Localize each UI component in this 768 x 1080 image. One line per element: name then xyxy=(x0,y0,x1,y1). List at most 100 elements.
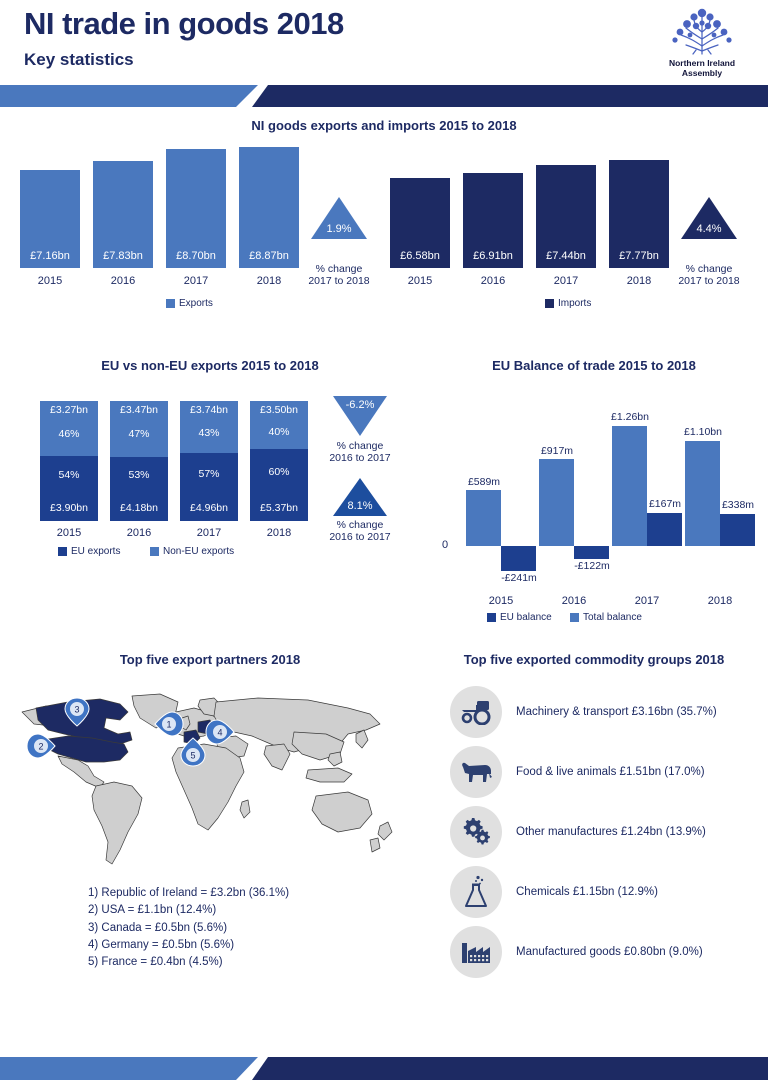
region-india xyxy=(263,743,291,771)
svg-text:1: 1 xyxy=(166,720,171,730)
caption-line-2: 2017 to 2018 xyxy=(678,274,740,287)
flask-icon xyxy=(450,866,502,918)
caption-line-1: % change xyxy=(336,519,384,531)
map-section: Top five export partners 2018 xyxy=(0,652,420,667)
seg-eu-2018: 60% £5.37bn xyxy=(250,449,308,521)
page-footer xyxy=(0,1057,768,1080)
logo-line-2: Assembly xyxy=(681,67,723,78)
gears-glyph xyxy=(463,818,490,845)
tractor-glyph xyxy=(461,701,491,725)
factory-glyph xyxy=(462,943,490,963)
svg-text:2: 2 xyxy=(38,742,43,752)
chart-3-title: EU Balance of trade 2015 to 2018 xyxy=(492,358,696,373)
list-item: 2) USA = £1.1bn (12.4%) xyxy=(88,904,217,917)
seg-amount: £5.37bn xyxy=(260,502,298,514)
seg-amount: £4.18bn xyxy=(120,502,158,514)
imports-change-value: 4.4% xyxy=(696,223,722,235)
seg-noneu-2016: £3.47bn 47% xyxy=(110,401,168,457)
val-total-2018: £1.10bn xyxy=(684,426,722,438)
svg-text:3: 3 xyxy=(74,705,79,715)
region-indonesia xyxy=(305,767,353,783)
seg-eu-2015: 54% £3.90bn xyxy=(40,456,98,521)
page-header: NI trade in goods 2018 Key statistics xyxy=(0,0,768,92)
flask-glyph xyxy=(465,875,487,907)
legend-label-total-balance: Total balance xyxy=(583,612,642,623)
chart-2-title: EU vs non-EU exports 2015 to 2018 xyxy=(101,358,319,373)
seg-eu-2017: 57% £4.96bn xyxy=(180,453,238,521)
world-map: 1 2 3 4 5 xyxy=(8,690,408,875)
list-item: 5) France = £0.4bn (4.5%) xyxy=(88,956,223,968)
eu-change-triangle-up xyxy=(333,478,387,516)
legend-swatch-noneu-exports xyxy=(150,547,159,556)
caption-line-1: % change xyxy=(685,262,733,275)
bar-value-label: £6.58bn xyxy=(400,250,440,262)
eu-change-triangle-down xyxy=(333,396,387,436)
legend-eu-exports: EU exports xyxy=(58,546,120,557)
eu-change-down-caption: % change 2016 to 2017 xyxy=(318,440,402,464)
bar-total-2017 xyxy=(612,426,647,546)
legend-swatch-eu-balance xyxy=(487,613,496,622)
seg-percent: 47% xyxy=(128,428,150,440)
cat-imports-2015: 2015 xyxy=(407,275,433,287)
caption-line-1: % change xyxy=(336,440,384,452)
band-right-navy xyxy=(252,85,768,107)
list-item: 4) Germany = £0.5bn (5.6%) xyxy=(88,938,235,951)
map-pin-5: 5 xyxy=(180,737,206,767)
chart-eu-vs-noneu: EU vs non-EU exports 2015 to 2018 xyxy=(0,358,420,373)
commodity-row: Chemicals £1.15bn (12.9%) xyxy=(450,866,760,918)
map-pin-1: 1 xyxy=(154,711,184,737)
cat-stack-2015: 2015 xyxy=(56,527,82,539)
chart-1-title: NI goods exports and imports 2015 to 201… xyxy=(251,118,517,133)
val-total-2017: £1.26bn xyxy=(611,411,649,423)
cat-balance-2015: 2015 xyxy=(488,595,514,607)
legend-swatch-imports xyxy=(545,299,554,308)
val-eu-2016: -£122m xyxy=(574,560,610,572)
exports-change-caption: % change 2017 to 2018 xyxy=(297,263,381,287)
seg-amount: £3.90bn xyxy=(50,502,88,514)
svg-text:5: 5 xyxy=(190,751,195,761)
bar-eu-2018 xyxy=(720,514,755,546)
bar-value-label: £8.87bn xyxy=(249,250,289,262)
eu-change-up-value: 8.1% xyxy=(347,500,373,512)
commodities-section-title: Top five exported commodity groups 2018 xyxy=(463,652,725,667)
seg-percent: 46% xyxy=(58,428,80,440)
commodity-row: Machinery & transport £3.16bn (35.7%) xyxy=(450,686,760,738)
bar-value-label: £7.83bn xyxy=(103,250,143,262)
legend-swatch-eu-exports xyxy=(58,547,67,556)
region-madagascar xyxy=(239,799,251,819)
val-total-2015: £589m xyxy=(467,476,501,488)
cat-stack-2018: 2018 xyxy=(266,527,292,539)
seg-percent: 43% xyxy=(198,427,220,439)
cat-exports-2016: 2016 xyxy=(110,275,136,287)
map-pin-2: 2 xyxy=(26,733,56,759)
seg-percent: 60% xyxy=(268,466,290,478)
commodity-row: Food & live animals £1.51bn (17.0%) xyxy=(450,746,760,798)
map-section-title: Top five export partners 2018 xyxy=(119,652,301,667)
cat-stack-2016: 2016 xyxy=(126,527,152,539)
legend-label-noneu-exports: Non-EU exports xyxy=(163,546,235,557)
legend-total-balance: Total balance xyxy=(570,612,642,623)
cat-exports-2017: 2017 xyxy=(183,275,209,287)
bar-value-label: £6.91bn xyxy=(473,250,513,262)
seg-noneu-2017: £3.74bn 43% xyxy=(180,401,238,453)
bar-value-label: £7.77bn xyxy=(619,250,659,262)
caption-line-2: 2016 to 2017 xyxy=(329,452,391,465)
world-map-svg: 1 2 3 4 5 xyxy=(21,693,393,865)
val-eu-2015: -£241m xyxy=(501,572,537,584)
seg-percent: 57% xyxy=(198,468,220,480)
bar-exports-2016: £7.83bn xyxy=(93,161,153,268)
exports-group: £7.16bn £7.83bn £8.70bn £8.87bn 2015 201… xyxy=(14,140,384,295)
cat-exports-2015: 2015 xyxy=(37,275,63,287)
caption-line-2: 2016 to 2017 xyxy=(329,531,391,544)
commodity-label: Food & live animals £1.51bn (17.0%) xyxy=(516,766,705,778)
cat-exports-2018: 2018 xyxy=(256,275,282,287)
legend-noneu-exports: Non-EU exports xyxy=(150,546,234,557)
commodities-section: Top five exported commodity groups 2018 xyxy=(420,652,768,667)
exports-change-triangle-up xyxy=(311,197,367,239)
chart-exports-imports: NI goods exports and imports 2015 to 201… xyxy=(0,118,768,133)
seg-amount: £3.27bn xyxy=(50,404,88,416)
commodity-label: Machinery & transport £3.16bn (35.7%) xyxy=(516,706,717,718)
factory-icon xyxy=(450,926,502,978)
commodity-label: Manufactured goods £0.80bn (9.0%) xyxy=(516,946,703,958)
